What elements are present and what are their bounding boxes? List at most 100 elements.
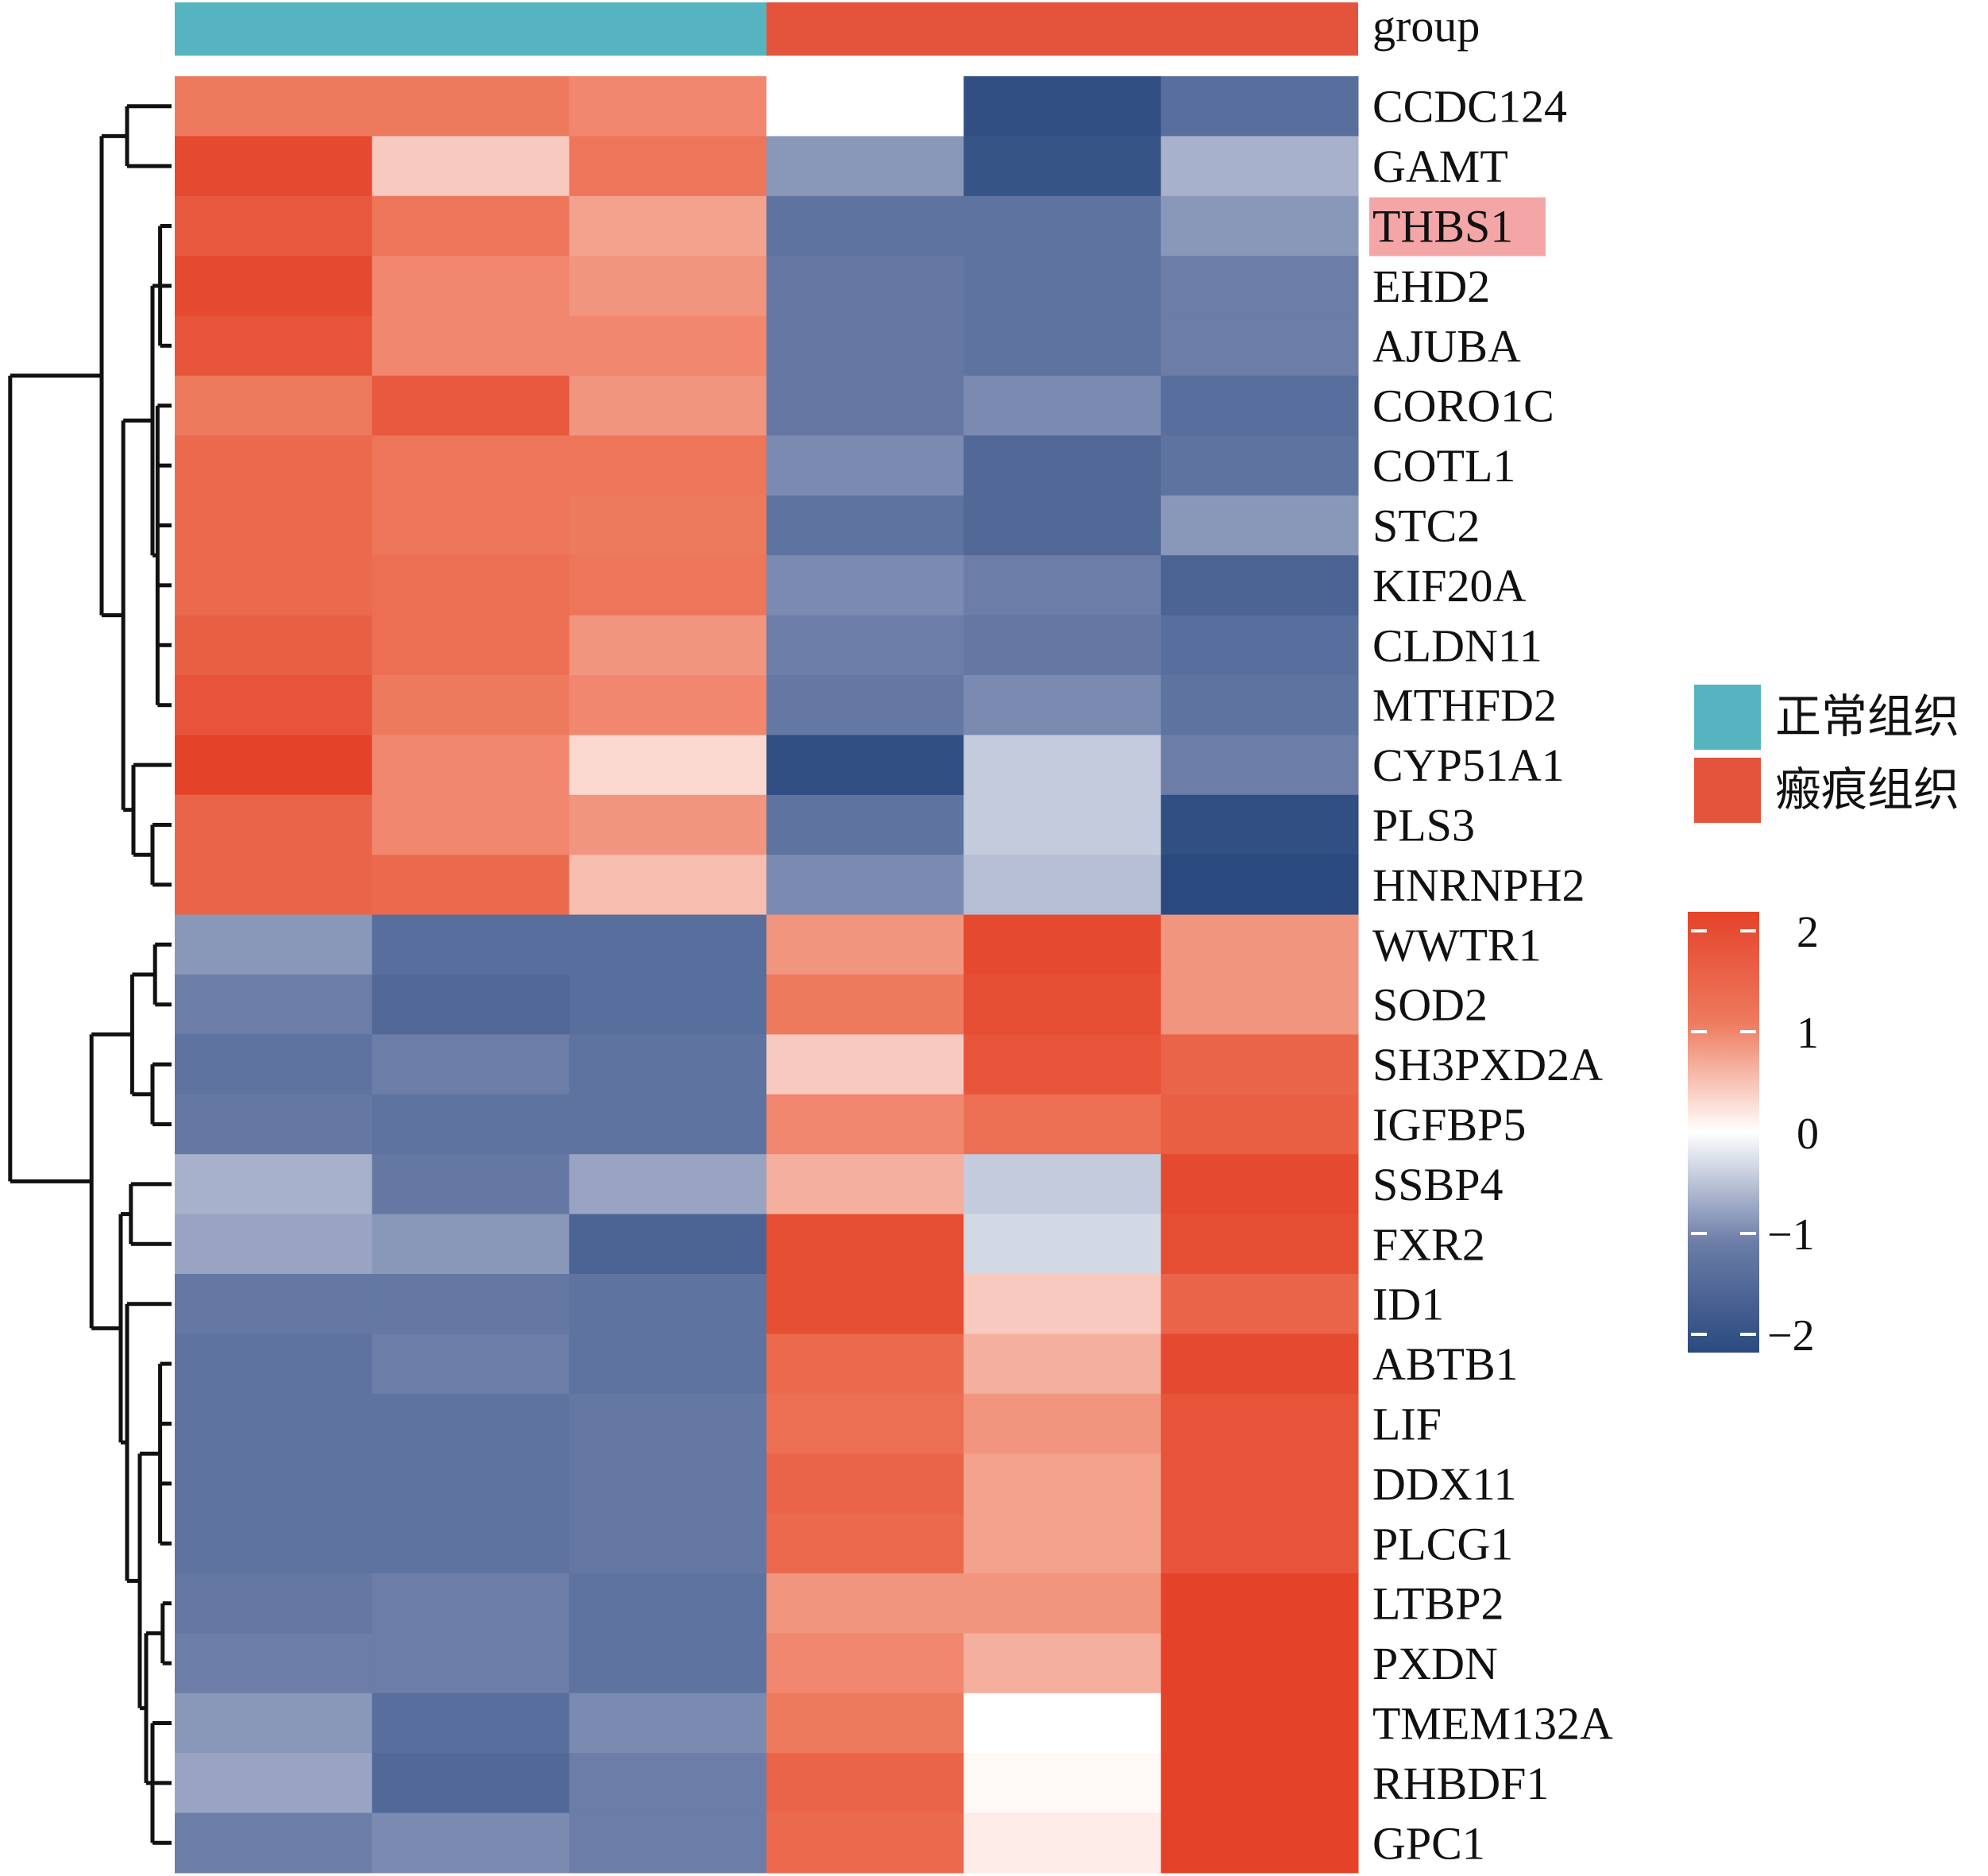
heatmap-cell bbox=[766, 1034, 964, 1095]
heatmap-cell bbox=[766, 855, 964, 916]
heatmap-cell bbox=[569, 735, 767, 796]
heatmap-cell bbox=[963, 1334, 1162, 1395]
heatmap-cell bbox=[569, 1154, 767, 1215]
heatmap-cell bbox=[372, 315, 570, 376]
heatmap-cell bbox=[766, 1094, 964, 1155]
heatmap-cell bbox=[372, 435, 570, 496]
gene-label: IGFBP5 bbox=[1372, 1099, 1526, 1151]
heatmap-cell bbox=[372, 1034, 570, 1095]
heatmap-cell bbox=[372, 256, 570, 317]
heatmap-cell bbox=[963, 735, 1162, 796]
gene-label: TMEM132A bbox=[1372, 1698, 1613, 1750]
heatmap-cell bbox=[175, 1214, 373, 1275]
heatmap-cell bbox=[569, 1573, 767, 1634]
heatmap-cell bbox=[569, 975, 767, 1035]
heatmap-cell bbox=[963, 1214, 1162, 1275]
heatmap-cell bbox=[766, 794, 964, 855]
heatmap-cell bbox=[963, 975, 1162, 1035]
heatmap-cell bbox=[569, 256, 767, 317]
gene-label: LIF bbox=[1372, 1399, 1442, 1450]
highlight-box bbox=[1369, 197, 1546, 257]
gene-label: KIF20A bbox=[1372, 560, 1526, 612]
heatmap-cell bbox=[175, 376, 373, 436]
heatmap-cell bbox=[372, 615, 570, 676]
heatmap-cell bbox=[569, 1633, 767, 1694]
heatmap-cell bbox=[1160, 1573, 1359, 1634]
gene-label: HNRNPH2 bbox=[1372, 859, 1585, 911]
gene-label: THBS1 bbox=[1372, 201, 1513, 253]
gene-label: SSBP4 bbox=[1372, 1159, 1503, 1210]
gene-label: MTHFD2 bbox=[1372, 680, 1557, 731]
heatmap-cell bbox=[372, 855, 570, 916]
gene-label: RHBDF1 bbox=[1372, 1758, 1549, 1809]
heatmap-cell bbox=[175, 1812, 373, 1874]
heatmap-cell bbox=[963, 1753, 1162, 1814]
colorbar-tick-label: 1 bbox=[1797, 1009, 1819, 1058]
heatmap-cell bbox=[766, 315, 964, 376]
heatmap-cell bbox=[963, 1274, 1162, 1334]
heatmap-cell bbox=[963, 555, 1162, 616]
heatmap-cell bbox=[175, 1693, 373, 1754]
heatmap-cell bbox=[175, 855, 373, 916]
heatmap-cell bbox=[963, 675, 1162, 735]
group-annotation-bar bbox=[175, 2, 1358, 56]
heatmap-cell bbox=[1160, 735, 1359, 796]
heatmap-cell bbox=[766, 495, 964, 556]
heatmap-cell bbox=[569, 615, 767, 676]
gene-label: CCDC124 bbox=[1372, 81, 1567, 133]
heatmap-cell bbox=[175, 675, 373, 735]
heatmap-cell bbox=[766, 735, 964, 796]
gene-labels: CCDC124 GAMT THBS1 EHD2 AJUBA CORO1C COTL1 STC2… bbox=[1369, 81, 1613, 1869]
heatmap-cell bbox=[1160, 1154, 1359, 1215]
heatmap-cell bbox=[1160, 195, 1359, 257]
heatmap-cell bbox=[1160, 435, 1359, 496]
heatmap-cell bbox=[766, 1633, 964, 1694]
heatmap-cell bbox=[372, 1513, 570, 1574]
heatmap-cell bbox=[175, 1453, 373, 1515]
heatmap-cell bbox=[766, 256, 964, 317]
heatmap-cell bbox=[372, 1753, 570, 1814]
heatmap-cell bbox=[766, 1274, 964, 1334]
heatmap-cell bbox=[175, 1154, 373, 1215]
gene-label: EHD2 bbox=[1372, 261, 1490, 312]
heatmap-cell bbox=[569, 1214, 767, 1275]
heatmap-cell bbox=[372, 1393, 570, 1454]
heatmap-cell bbox=[1160, 136, 1359, 197]
heatmap-cell bbox=[1160, 1513, 1359, 1574]
heatmap-cell bbox=[372, 376, 570, 436]
heatmap-cell bbox=[766, 1693, 964, 1754]
heatmap-cell bbox=[372, 914, 570, 975]
heatmap-cell bbox=[766, 435, 964, 496]
heatmap-cell bbox=[569, 555, 767, 616]
heatmap-cell bbox=[372, 975, 570, 1035]
heatmap-cell bbox=[175, 794, 373, 855]
heatmap-cell bbox=[963, 435, 1162, 496]
heatmap-cell bbox=[372, 1154, 570, 1215]
heatmap-cell bbox=[766, 1214, 964, 1275]
heatmap-cell bbox=[1160, 1633, 1359, 1694]
gene-label: PLCG1 bbox=[1372, 1518, 1513, 1569]
gene-label: PLS3 bbox=[1372, 800, 1475, 851]
heatmap-cell bbox=[372, 495, 570, 556]
heatmap-cell bbox=[569, 1453, 767, 1515]
legend-swatch bbox=[1694, 685, 1761, 750]
heatmap-cell bbox=[175, 615, 373, 676]
heatmap-cell bbox=[175, 1334, 373, 1395]
heatmap-cell bbox=[569, 495, 767, 556]
heatmap-cell bbox=[372, 1274, 570, 1334]
gene-label: STC2 bbox=[1372, 500, 1480, 552]
heatmap-cell bbox=[175, 76, 373, 137]
heatmap-cell bbox=[1160, 376, 1359, 436]
heatmap-cell bbox=[1160, 315, 1359, 376]
heatmap-cell bbox=[569, 1513, 767, 1574]
heatmap-cell bbox=[1160, 1334, 1359, 1395]
heatmap-cell bbox=[175, 1393, 373, 1454]
heatmap-cell bbox=[569, 914, 767, 975]
heatmap-cell bbox=[372, 1633, 570, 1694]
heatmap-cell bbox=[1160, 1812, 1359, 1874]
heatmap-cell bbox=[766, 1753, 964, 1814]
heatmap-cell bbox=[175, 1513, 373, 1574]
heatmap-cell bbox=[1160, 1693, 1359, 1754]
